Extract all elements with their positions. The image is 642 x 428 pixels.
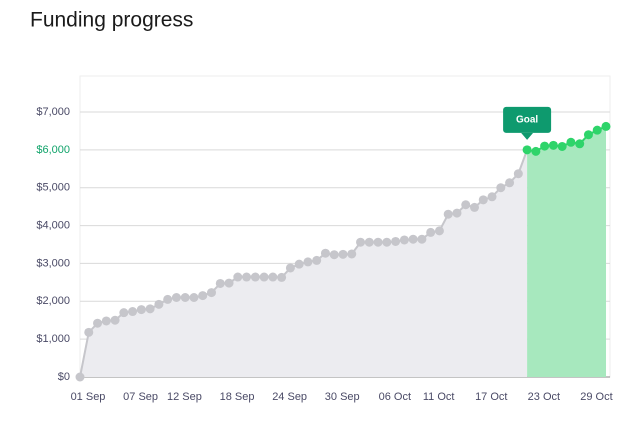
y-tick-label: $2,000 <box>36 295 70 307</box>
point <box>119 308 129 318</box>
point <box>548 140 558 150</box>
x-tick-label: 23 Oct <box>528 391 560 403</box>
point <box>496 183 506 193</box>
point <box>426 227 436 237</box>
point <box>207 288 216 298</box>
x-tick-label: 29 Oct <box>580 391 612 403</box>
point <box>180 293 190 302</box>
x-tick-label: 12 Sep <box>167 391 202 403</box>
point <box>478 195 488 205</box>
point <box>312 255 322 265</box>
point <box>391 236 401 246</box>
chart-title: Funding progress <box>30 9 193 32</box>
point <box>250 272 260 282</box>
point <box>338 249 348 259</box>
y-tick-label: $5,000 <box>36 182 70 194</box>
point <box>434 226 444 236</box>
x-tick-label: 07 Sep <box>123 391 158 403</box>
point <box>93 318 103 328</box>
goal-label: Goal <box>516 114 538 125</box>
point <box>540 141 550 151</box>
point <box>356 237 366 247</box>
y-tick-label: $1,000 <box>36 333 70 345</box>
point <box>566 137 576 147</box>
x-tick-label: 24 Sep <box>272 391 307 403</box>
point <box>110 315 120 325</box>
point <box>268 272 278 282</box>
y-tick-label: $6,000 <box>36 144 70 156</box>
point <box>84 327 94 337</box>
point <box>101 316 111 326</box>
x-tick-label: 30 Sep <box>325 391 360 403</box>
point <box>443 209 453 219</box>
point <box>505 178 515 188</box>
point <box>601 121 611 131</box>
point <box>145 304 155 314</box>
y-tick-label: $4,000 <box>36 219 70 231</box>
point <box>452 208 462 218</box>
point <box>373 237 383 247</box>
point <box>329 250 339 260</box>
y-tick-label: $0 <box>58 371 70 383</box>
point <box>242 272 252 282</box>
point <box>557 141 567 151</box>
x-tick-label: 06 Oct <box>379 391 411 403</box>
point <box>522 145 532 155</box>
point <box>198 291 208 301</box>
point <box>417 234 427 244</box>
point <box>583 130 593 140</box>
point <box>128 307 138 317</box>
point <box>294 259 304 269</box>
point <box>163 294 173 304</box>
point <box>154 299 164 309</box>
point <box>461 200 471 210</box>
area-after-goal <box>527 126 606 377</box>
goal-box <box>503 106 552 133</box>
goal-pointer <box>521 132 534 140</box>
point <box>171 293 181 302</box>
point <box>259 272 269 282</box>
point <box>320 248 330 258</box>
goal-line <box>526 125 607 153</box>
x-tick-label: 11 Oct <box>423 391 455 403</box>
x-tick-label: 18 Sep <box>220 391 255 403</box>
point <box>487 192 497 202</box>
point <box>382 237 392 247</box>
point <box>513 169 523 179</box>
point <box>470 202 479 212</box>
point <box>233 272 243 282</box>
point <box>575 139 585 149</box>
point <box>215 278 225 288</box>
goal-tooltip: Goal <box>503 106 552 140</box>
point <box>75 372 85 382</box>
y-tick-label: $7,000 <box>36 106 70 118</box>
point <box>531 146 541 156</box>
x-tick-label: 17 Oct <box>475 391 507 403</box>
point <box>189 293 199 302</box>
point <box>277 272 287 282</box>
point <box>347 249 357 259</box>
point <box>224 278 234 288</box>
x-tick-label: 01 Sep <box>71 391 106 403</box>
point <box>592 125 602 135</box>
point <box>303 257 313 267</box>
point <box>136 305 146 315</box>
y-tick-label: $3,000 <box>36 257 70 269</box>
point <box>364 237 374 247</box>
point <box>408 234 418 244</box>
point <box>399 235 409 245</box>
point <box>285 263 295 273</box>
